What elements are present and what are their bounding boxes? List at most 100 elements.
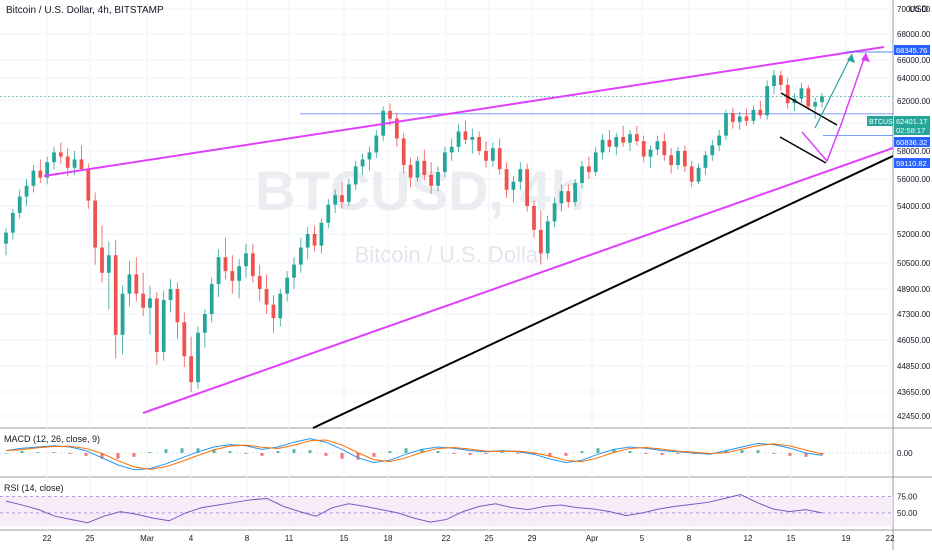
candle-body xyxy=(4,232,8,244)
time-tick-label: 22 xyxy=(43,534,52,543)
price-label-tag xyxy=(894,45,930,55)
candle-body xyxy=(175,289,180,323)
macd-histogram-bar xyxy=(644,453,648,454)
lower-trendline xyxy=(142,147,894,414)
candle-body xyxy=(367,152,372,160)
macd-label[interactable]: MACD (12, 26, close, 9) xyxy=(4,434,101,444)
candle-body xyxy=(134,274,139,294)
candle-body xyxy=(31,170,36,186)
candle-body xyxy=(168,289,173,300)
currency-label[interactable]: USD xyxy=(908,4,928,14)
candle-body xyxy=(415,160,420,178)
macd-histogram-bar xyxy=(724,450,728,453)
candle-body xyxy=(682,151,687,167)
candle-body xyxy=(641,141,646,157)
candle-body xyxy=(58,152,63,157)
candle-body xyxy=(100,247,104,273)
candle-body xyxy=(113,255,118,335)
time-tick-label: 8 xyxy=(687,534,692,543)
macd-histogram-bar xyxy=(788,453,792,456)
macd-histogram-bar xyxy=(260,453,264,456)
candle-body xyxy=(257,276,262,289)
candle-body xyxy=(477,137,482,151)
candle-body xyxy=(10,213,15,233)
candle-body xyxy=(237,266,242,281)
macd-histogram-bar xyxy=(484,453,488,454)
candle-body xyxy=(504,169,509,190)
macd-histogram-bar xyxy=(100,453,104,459)
candle-body xyxy=(511,181,516,190)
candle-body xyxy=(202,314,207,333)
candle-body xyxy=(525,169,530,206)
candle-body xyxy=(141,293,146,308)
candles-group xyxy=(4,69,824,392)
price-label-tag xyxy=(894,116,930,126)
candle-body xyxy=(292,264,296,278)
candle-body xyxy=(120,293,125,335)
candle-body xyxy=(264,289,269,305)
candle-body xyxy=(600,139,605,153)
price-label-text: 02:58:17 xyxy=(896,126,925,135)
macd-line xyxy=(5,438,823,471)
candle-body xyxy=(648,149,653,157)
macd-histogram-bar xyxy=(628,451,632,453)
macd-histogram-bar xyxy=(164,449,168,453)
candle-body xyxy=(86,169,91,201)
price-label-ticker-text: BTCUSD xyxy=(869,119,898,126)
candle-body xyxy=(182,322,187,357)
watermark-name: Bitcoin / U.S. Dollar xyxy=(355,242,546,267)
candle-body xyxy=(689,166,694,182)
time-tick-label: 22 xyxy=(442,534,451,543)
flag-lower-line xyxy=(779,136,827,164)
candle-body xyxy=(45,162,50,178)
candle-body xyxy=(751,109,756,121)
candle-body xyxy=(552,203,557,222)
macd-histogram-bar xyxy=(772,453,776,454)
candle-body xyxy=(196,332,200,383)
time-tick-label: 12 xyxy=(744,534,753,543)
time-tick-label: 15 xyxy=(340,534,349,543)
macd-histogram-bar xyxy=(308,450,312,453)
time-tick-label: 5 xyxy=(640,534,645,543)
macd-histogram-bar xyxy=(180,448,184,453)
alt-projection-line xyxy=(814,53,853,129)
price-tick-label: 64000.00 xyxy=(897,74,931,83)
time-tick-label: 29 xyxy=(528,534,537,543)
time-tick-label: 18 xyxy=(384,534,393,543)
macd-histogram-bar xyxy=(404,448,408,453)
candle-body xyxy=(285,277,290,294)
candle-body xyxy=(621,137,626,143)
rsi-label[interactable]: RSI (14, close) xyxy=(4,483,64,493)
candle-body xyxy=(422,160,427,175)
macd-histogram-bar xyxy=(276,451,280,453)
time-tick-label: Mar xyxy=(140,534,154,543)
candle-body xyxy=(340,195,344,202)
price-tick-label: 62000.00 xyxy=(897,97,931,106)
macd-histogram-bar xyxy=(228,451,232,453)
candle-body xyxy=(442,152,447,172)
candle-body xyxy=(333,195,338,205)
candle-body xyxy=(326,204,331,223)
candle-body xyxy=(148,298,152,308)
alt-projection-arrow-head xyxy=(847,54,855,63)
candle-body xyxy=(676,151,680,165)
macd-histogram-bar xyxy=(468,453,472,455)
candle-body xyxy=(662,141,667,156)
candle-body xyxy=(669,155,674,165)
time-tick-label: 25 xyxy=(86,534,95,543)
time-tick-label: 25 xyxy=(485,534,494,543)
support-trendline xyxy=(312,155,894,429)
candle-body xyxy=(374,135,379,153)
price-tick-label: 44850.00 xyxy=(897,362,931,371)
candle-body xyxy=(573,183,578,202)
candle-body xyxy=(17,196,22,213)
candle-body xyxy=(545,221,550,254)
candle-body xyxy=(820,96,824,103)
macd-histogram-bar xyxy=(84,453,88,456)
candle-body xyxy=(532,206,536,230)
price-label-text: 60836.32 xyxy=(896,138,927,147)
projection-arrow-head xyxy=(861,53,870,62)
candle-body xyxy=(52,152,56,163)
